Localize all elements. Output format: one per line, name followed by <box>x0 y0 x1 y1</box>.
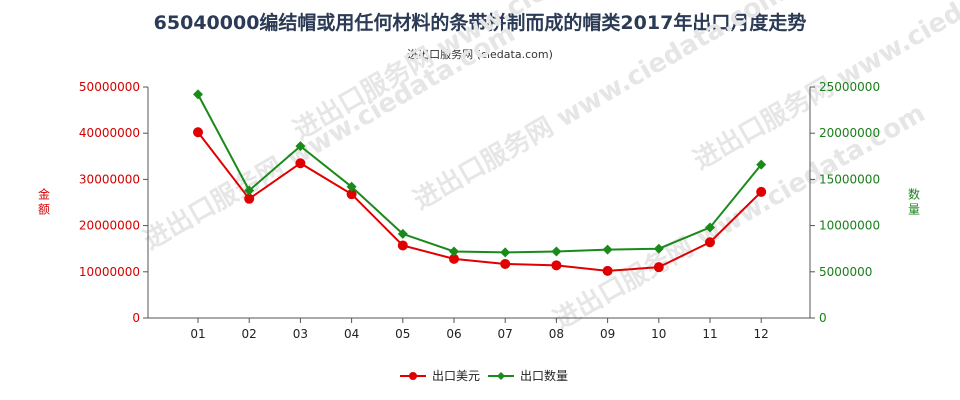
data-point <box>295 158 306 169</box>
right-tick-label: 0 <box>819 311 827 325</box>
series-line <box>197 93 762 254</box>
left-tick-label: 50000000 <box>79 80 140 94</box>
chart-subtitle: 进出口服务网 (ciedata.com) <box>407 48 553 61</box>
x-tick-label: 02 <box>242 327 257 341</box>
left-tick-label: 40000000 <box>79 126 140 140</box>
data-point <box>551 260 562 271</box>
data-point <box>193 89 203 100</box>
data-point <box>756 159 767 170</box>
data-point <box>346 181 357 192</box>
x-tick-label: 08 <box>549 327 564 341</box>
data-point <box>244 193 255 204</box>
legend-label: 出口数量 <box>520 368 568 383</box>
data-point <box>397 240 408 251</box>
right-axis-label: 数量 <box>908 187 920 217</box>
data-point <box>295 141 306 152</box>
data-point <box>602 265 613 276</box>
data-point <box>653 243 664 254</box>
x-tick-label: 05 <box>395 327 410 341</box>
chart-title: 65040000编结帽或用任何材料的条带拼制而成的帽类2017年出口月度走势 <box>153 12 807 34</box>
data-point <box>705 237 715 248</box>
data-point <box>193 127 203 138</box>
right-tick-label: 20000000 <box>819 126 880 140</box>
series-export-usd <box>193 127 767 276</box>
x-tick-label: 03 <box>293 327 308 341</box>
data-point <box>705 222 715 233</box>
series-layer <box>193 89 767 276</box>
legend: 出口美元 出口数量 <box>400 368 568 383</box>
x-tick-label: 11 <box>702 327 717 341</box>
data-point <box>449 253 459 264</box>
legend-item: 出口数量 <box>488 368 568 383</box>
left-tick-label: 0 <box>132 311 140 325</box>
x-tick-label: 12 <box>754 327 769 341</box>
axes: 0 10000000 20000000 30000000 40000000 5000000… <box>38 80 920 341</box>
data-point <box>602 244 613 255</box>
right-tick-label: 5000000 <box>819 265 872 279</box>
series-line <box>197 131 762 272</box>
left-tick-label: 20000000 <box>79 219 140 233</box>
x-tick-label: 09 <box>600 327 615 341</box>
legend-item: 出口美元 <box>400 369 480 383</box>
series-export-quantity <box>193 89 767 258</box>
x-tick-label: 10 <box>651 327 666 341</box>
left-axis-label: 金额 <box>38 187 50 217</box>
data-point <box>346 189 357 200</box>
data-point <box>551 246 562 257</box>
x-tick-label: 06 <box>446 327 461 341</box>
data-point <box>653 262 664 273</box>
data-point <box>500 258 511 269</box>
left-tick-label: 10000000 <box>79 265 140 279</box>
data-point <box>756 186 767 197</box>
legend-marker <box>497 372 505 380</box>
right-tick-label: 25000000 <box>819 80 880 94</box>
legend-marker <box>409 372 417 380</box>
right-tick-label: 15000000 <box>819 172 880 186</box>
data-point <box>500 247 511 258</box>
right-tick-label: 10000000 <box>819 219 880 233</box>
x-tick-label: 04 <box>344 327 359 341</box>
legend-label: 出口美元 <box>432 369 480 383</box>
x-tick-label: 01 <box>190 327 205 341</box>
x-tick-label: 07 <box>498 327 513 341</box>
data-point <box>449 246 459 257</box>
data-point <box>244 185 255 196</box>
watermark-text: 进出口服务网 www.ciedata.com <box>139 18 521 256</box>
data-point <box>397 228 408 239</box>
left-tick-label: 30000000 <box>79 172 140 186</box>
